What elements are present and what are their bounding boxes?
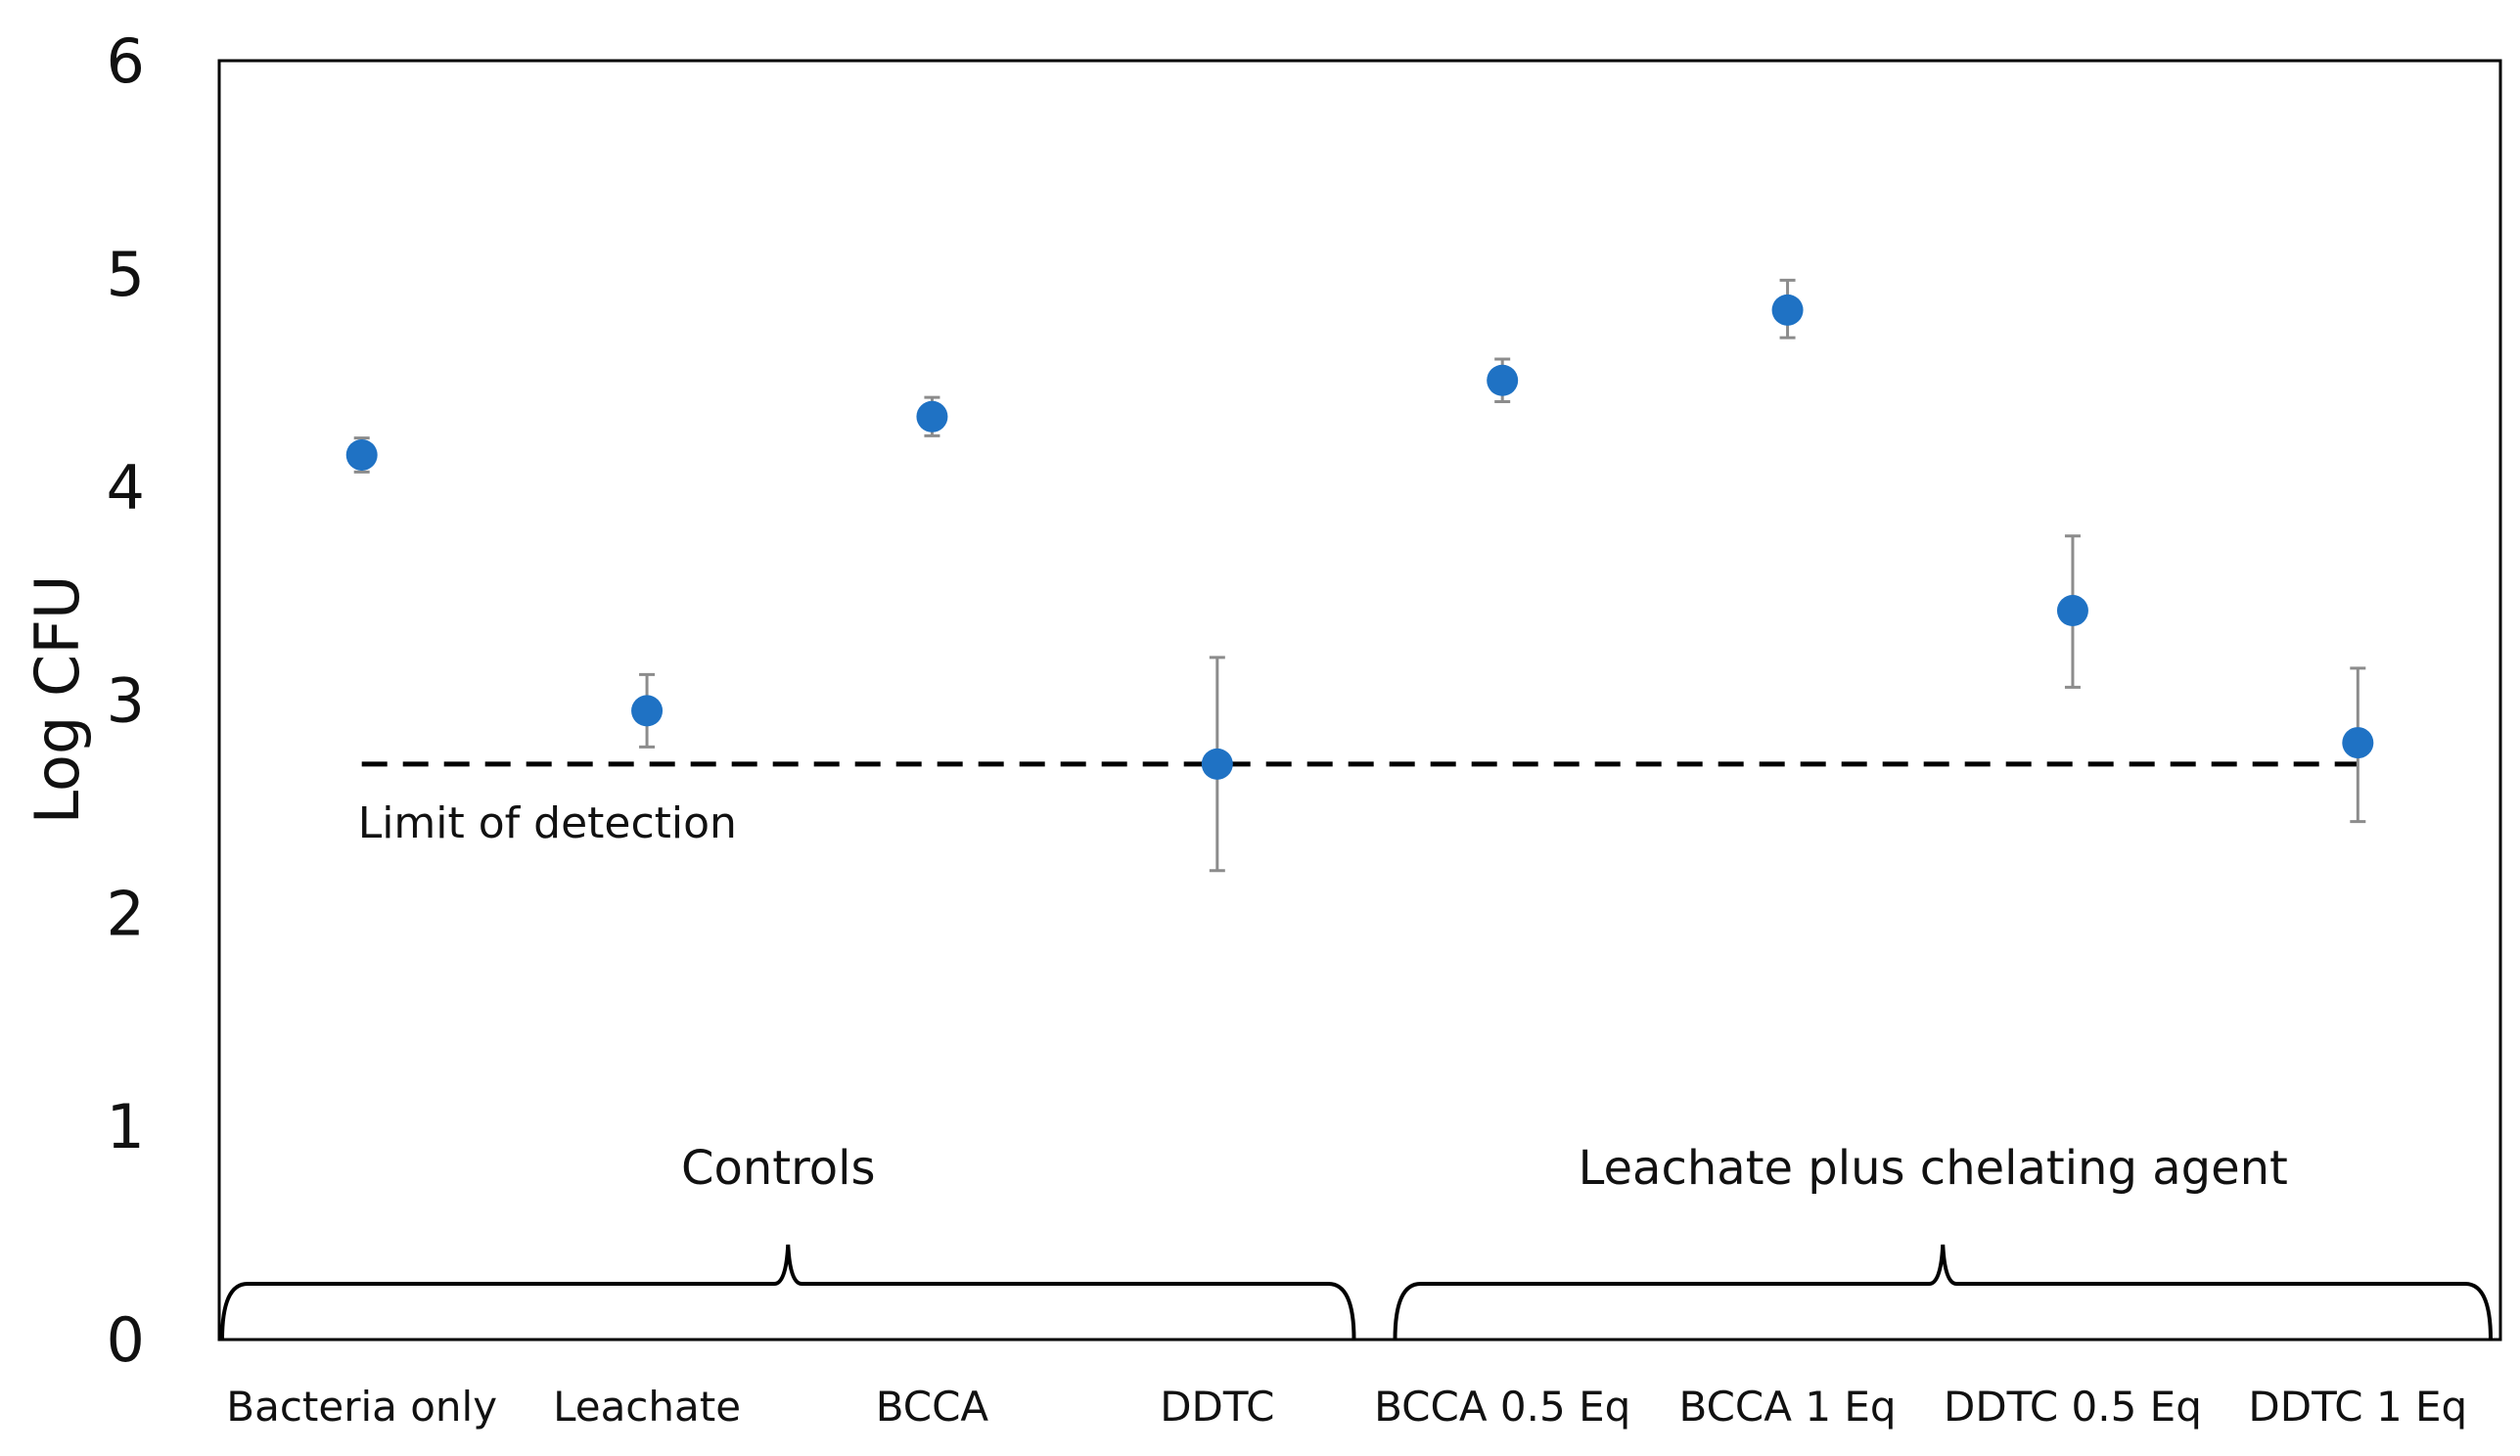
plot-area-frame <box>217 59 2502 1342</box>
y-tick-labels: 0 1 2 3 4 5 6 <box>107 25 145 1376</box>
x-category-label: DDTC 1 Eq <box>2248 1383 2467 1431</box>
x-category-label: DDTC 0.5 Eq <box>1944 1383 2202 1431</box>
x-category-label: BCCA <box>876 1383 989 1431</box>
data-point <box>1771 294 1804 326</box>
x-category-label: DDTC <box>1160 1383 1274 1431</box>
y-tick-label: 5 <box>107 239 145 310</box>
data-point <box>2342 727 2374 759</box>
y-tick-label: 3 <box>107 665 145 737</box>
brace-path <box>1393 1244 2493 1341</box>
y-tick-label: 1 <box>107 1091 145 1162</box>
x-category-label: BCCA 1 Eq <box>1679 1383 1897 1431</box>
limit-of-detection-label: Limit of detection <box>358 798 737 848</box>
x-category-label: BCCA 0.5 Eq <box>1374 1383 1630 1431</box>
brace-path <box>220 1244 1356 1341</box>
group-brace: Leachate plus chelating agent <box>1393 1141 2493 1341</box>
group-braces: Controls Leachate plus chelating agent <box>220 1141 2493 1341</box>
y-axis-title: Log CFU <box>22 575 93 825</box>
x-category-label: Leachate <box>553 1383 741 1431</box>
y-tick-label: 2 <box>107 878 145 949</box>
data-point <box>1487 364 1519 396</box>
group-brace: Controls <box>220 1141 1356 1341</box>
reference-line-group: Limit of detection <box>358 761 2359 848</box>
data-point <box>2056 595 2088 627</box>
group-label: Leachate plus chelating agent <box>1579 1141 2288 1196</box>
y-tick-label: 0 <box>107 1304 145 1376</box>
data-point <box>345 438 378 471</box>
x-category-label: Bacteria only <box>226 1383 497 1431</box>
data-points <box>345 294 2374 780</box>
data-point <box>1201 748 1233 780</box>
data-point <box>916 400 948 432</box>
error-bars <box>353 278 2366 873</box>
y-tick-label: 6 <box>107 25 145 97</box>
data-point <box>631 695 664 727</box>
group-label: Controls <box>681 1141 876 1196</box>
y-tick-label: 4 <box>107 452 145 523</box>
x-category-labels: Bacteria only Leachate BCCA DDTC BCCA 0.5 Eq… <box>226 1383 2467 1431</box>
